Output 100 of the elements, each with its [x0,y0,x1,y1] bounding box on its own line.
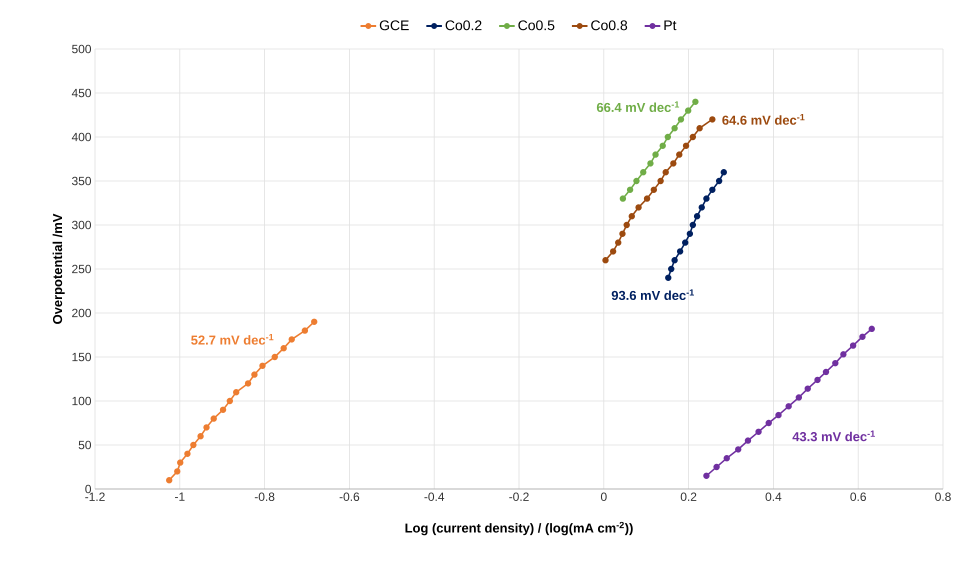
point [177,459,184,466]
point [671,257,678,264]
point [785,403,792,410]
point [850,342,856,349]
point [804,385,811,392]
point [644,195,650,202]
point [690,222,696,228]
point [184,450,191,457]
x-tick-label: 0.2 [680,492,696,501]
point [635,204,642,211]
point [272,354,278,360]
point [775,412,782,418]
point [280,345,287,352]
point [735,446,742,453]
point [676,248,684,255]
point [703,472,710,479]
point [720,169,727,176]
annotation: 64.6 mV dec$^{-1}$ [722,114,805,125]
x-tick-label: 0.8 [935,492,951,501]
point [619,230,626,237]
point [662,169,669,176]
legend-label: Co0.8 [591,20,628,30]
point [259,362,266,369]
point [650,186,658,193]
point [690,134,696,140]
y-tick-label: 350 [72,176,92,186]
point [664,134,672,140]
point [716,178,722,184]
point [755,428,762,435]
y-tick-label: 250 [72,264,92,274]
point [713,464,720,470]
point [698,204,705,211]
point [744,437,752,444]
point [626,186,634,193]
point [832,360,839,366]
point [682,239,688,246]
y-tick-label: 400 [72,132,92,142]
x-tick-label: -0.4 [424,492,444,501]
point [766,420,772,426]
point [220,406,226,413]
point [166,477,172,484]
point [624,222,630,228]
annotation: 93.6 mV dec$^{-1}$ [612,289,694,300]
point [628,213,635,220]
y-tick-label: 450 [72,88,92,98]
point [602,257,609,264]
point [657,178,664,184]
x-tick-label: 0.4 [766,492,782,501]
legend-label: GCE [380,20,409,30]
point [174,468,180,475]
point [814,376,821,384]
point [724,455,730,462]
point [610,248,616,255]
point [868,326,875,332]
y-axis-title: Overpotential /mV [52,214,65,324]
point [678,116,684,123]
point [796,394,802,401]
point [684,107,692,114]
x-tick-label: -0.2 [509,492,529,501]
point [640,169,646,176]
point [244,380,252,387]
point [633,178,640,184]
point [226,398,234,404]
point [233,389,240,396]
annotation: 43.3 mV dec$^{-1}$ [792,430,875,442]
x-tick-label: -1 [175,492,185,501]
point [203,424,210,431]
point [859,334,866,340]
point [709,186,716,193]
legend-label: Co0.5 [518,20,554,30]
point [251,371,258,378]
point [692,98,699,105]
y-tick-label: 300 [72,220,92,230]
point [709,116,716,123]
point [671,125,678,132]
point [197,433,204,440]
point [676,151,682,158]
x-axis-title: Log (current density) / (log(mA cm$^{-2}$)) [405,522,633,536]
point [660,142,666,149]
point [288,336,295,343]
point [311,318,318,325]
x-tick-label: 0.6 [850,492,866,501]
y-tick-label: 100 [72,396,92,406]
x-tick-label: -0.6 [340,492,360,501]
x-tick-label: -1.2 [85,492,105,501]
y-tick-label: 0 [85,484,92,494]
x-tick-label: 0 [600,492,607,501]
x-tick-label: -0.8 [254,492,274,501]
annotation: 66.4 mV dec$^{-1}$ [596,101,680,112]
point [703,195,710,202]
point [670,160,677,167]
point [822,368,830,376]
point [696,125,703,132]
point [652,151,659,158]
point [668,266,674,272]
point [615,239,622,246]
y-tick-label: 150 [72,352,92,362]
point [840,351,847,358]
point [665,274,672,281]
y-tick-label: 200 [72,308,92,318]
